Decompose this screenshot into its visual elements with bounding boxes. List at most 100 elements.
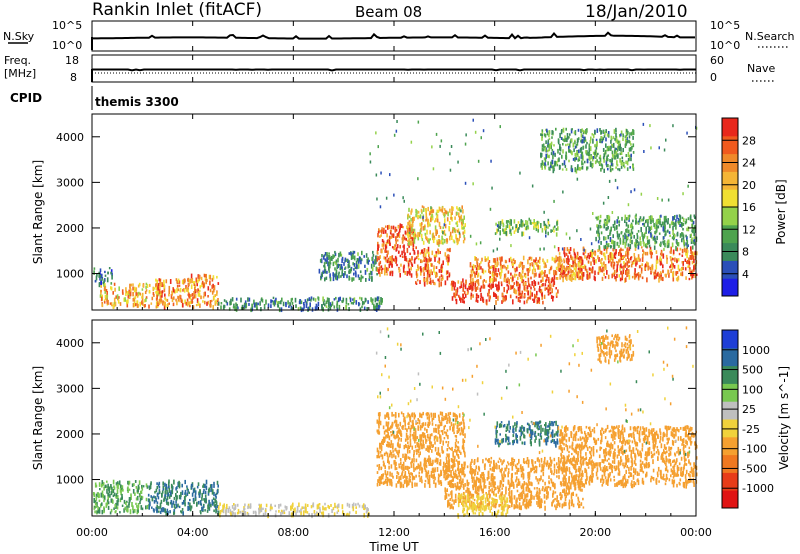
velocity-cell bbox=[310, 505, 313, 509]
power-cell bbox=[362, 276, 364, 279]
power-cell bbox=[620, 231, 623, 235]
power-cell bbox=[99, 294, 102, 298]
power-cell bbox=[347, 258, 349, 264]
power-cell bbox=[628, 139, 630, 144]
power-cell bbox=[489, 270, 491, 275]
power-cell bbox=[116, 294, 119, 300]
velocity-cell bbox=[409, 475, 411, 479]
power-cell bbox=[581, 273, 584, 278]
power-cell bbox=[428, 251, 430, 255]
power-cell bbox=[676, 247, 679, 252]
power-cell bbox=[456, 237, 458, 242]
velocity-cell bbox=[461, 429, 463, 435]
velocity-cell bbox=[367, 508, 369, 512]
power-cell bbox=[384, 249, 386, 253]
power-cell bbox=[346, 274, 348, 279]
velocity-cell bbox=[246, 511, 249, 515]
power-cell bbox=[520, 220, 522, 225]
power-cell bbox=[419, 229, 422, 235]
power-cell bbox=[629, 233, 631, 236]
velocity-cell bbox=[408, 456, 411, 460]
power-cell bbox=[576, 177, 579, 181]
power-cell bbox=[592, 156, 595, 160]
power-cell bbox=[450, 212, 452, 218]
power-cell bbox=[520, 219, 523, 222]
power-cell bbox=[656, 235, 658, 241]
power-cell bbox=[550, 281, 553, 284]
power-cell bbox=[474, 289, 477, 292]
power-cell bbox=[652, 218, 654, 222]
power-cell bbox=[626, 129, 628, 133]
power-cell bbox=[337, 257, 339, 263]
velocity-cell bbox=[285, 506, 287, 511]
power-cell bbox=[135, 287, 138, 292]
power-cell bbox=[360, 297, 363, 301]
power-cell bbox=[563, 272, 566, 277]
power-cell bbox=[623, 267, 625, 271]
power-cell bbox=[512, 265, 514, 269]
power-cell bbox=[546, 259, 549, 263]
power-cell bbox=[618, 223, 620, 227]
power-cell bbox=[469, 279, 472, 285]
velocity-cell bbox=[157, 483, 160, 487]
power-cell bbox=[529, 262, 531, 267]
power-cell bbox=[617, 168, 619, 171]
power-cell bbox=[367, 257, 369, 261]
power-cell bbox=[359, 296, 361, 300]
power-cell bbox=[451, 206, 453, 211]
power-cell bbox=[133, 286, 136, 291]
velocity-cell bbox=[229, 511, 232, 515]
power-cell bbox=[350, 268, 352, 272]
power-cell bbox=[385, 225, 387, 228]
power-cell bbox=[503, 264, 505, 267]
power-cell bbox=[542, 271, 545, 274]
power-cell bbox=[543, 272, 546, 277]
power-cell bbox=[608, 219, 610, 223]
power-cell bbox=[577, 128, 580, 132]
power-cell bbox=[418, 258, 420, 261]
velocity-cell bbox=[162, 485, 165, 491]
power-cell bbox=[370, 271, 373, 276]
velocity-cell bbox=[419, 477, 421, 483]
power-cell bbox=[530, 286, 532, 290]
velocity-cell bbox=[427, 479, 430, 485]
power-cell bbox=[189, 305, 191, 308]
power-cell bbox=[391, 259, 393, 264]
velocity-cell bbox=[462, 419, 465, 424]
power-cell bbox=[327, 261, 329, 267]
velocity-cell bbox=[442, 418, 444, 422]
power-cell bbox=[458, 237, 460, 242]
velocity-cell bbox=[377, 450, 380, 454]
power-cell bbox=[535, 295, 538, 299]
velocity-cell bbox=[377, 479, 379, 484]
power-cell bbox=[240, 297, 242, 303]
power-cell bbox=[459, 233, 461, 239]
power-cell bbox=[396, 239, 399, 242]
velocity-cell bbox=[416, 441, 418, 446]
velocity-cell bbox=[407, 441, 409, 445]
velocity-cell bbox=[292, 508, 295, 514]
power-cell bbox=[678, 218, 680, 224]
velocity-cell bbox=[216, 489, 219, 495]
power-cell bbox=[399, 223, 402, 227]
power-cell bbox=[378, 305, 381, 308]
power-cell bbox=[538, 259, 541, 264]
power-cell bbox=[621, 277, 623, 281]
power-cell bbox=[530, 221, 532, 225]
velocity-cell bbox=[421, 444, 423, 450]
power-cell bbox=[438, 257, 441, 261]
power-cell bbox=[142, 284, 144, 288]
power-cell bbox=[612, 142, 615, 148]
power-cell bbox=[107, 299, 109, 305]
power-cell bbox=[577, 272, 580, 278]
power-cell bbox=[464, 223, 466, 228]
power-cell bbox=[531, 269, 534, 275]
velocity-cell bbox=[363, 505, 366, 511]
power-cell bbox=[191, 293, 194, 297]
power-cell bbox=[624, 219, 626, 224]
power-cell bbox=[533, 222, 536, 228]
power-cell bbox=[435, 252, 438, 258]
power-cell bbox=[582, 252, 585, 255]
power-cell bbox=[483, 279, 485, 282]
power-cell bbox=[537, 228, 539, 233]
